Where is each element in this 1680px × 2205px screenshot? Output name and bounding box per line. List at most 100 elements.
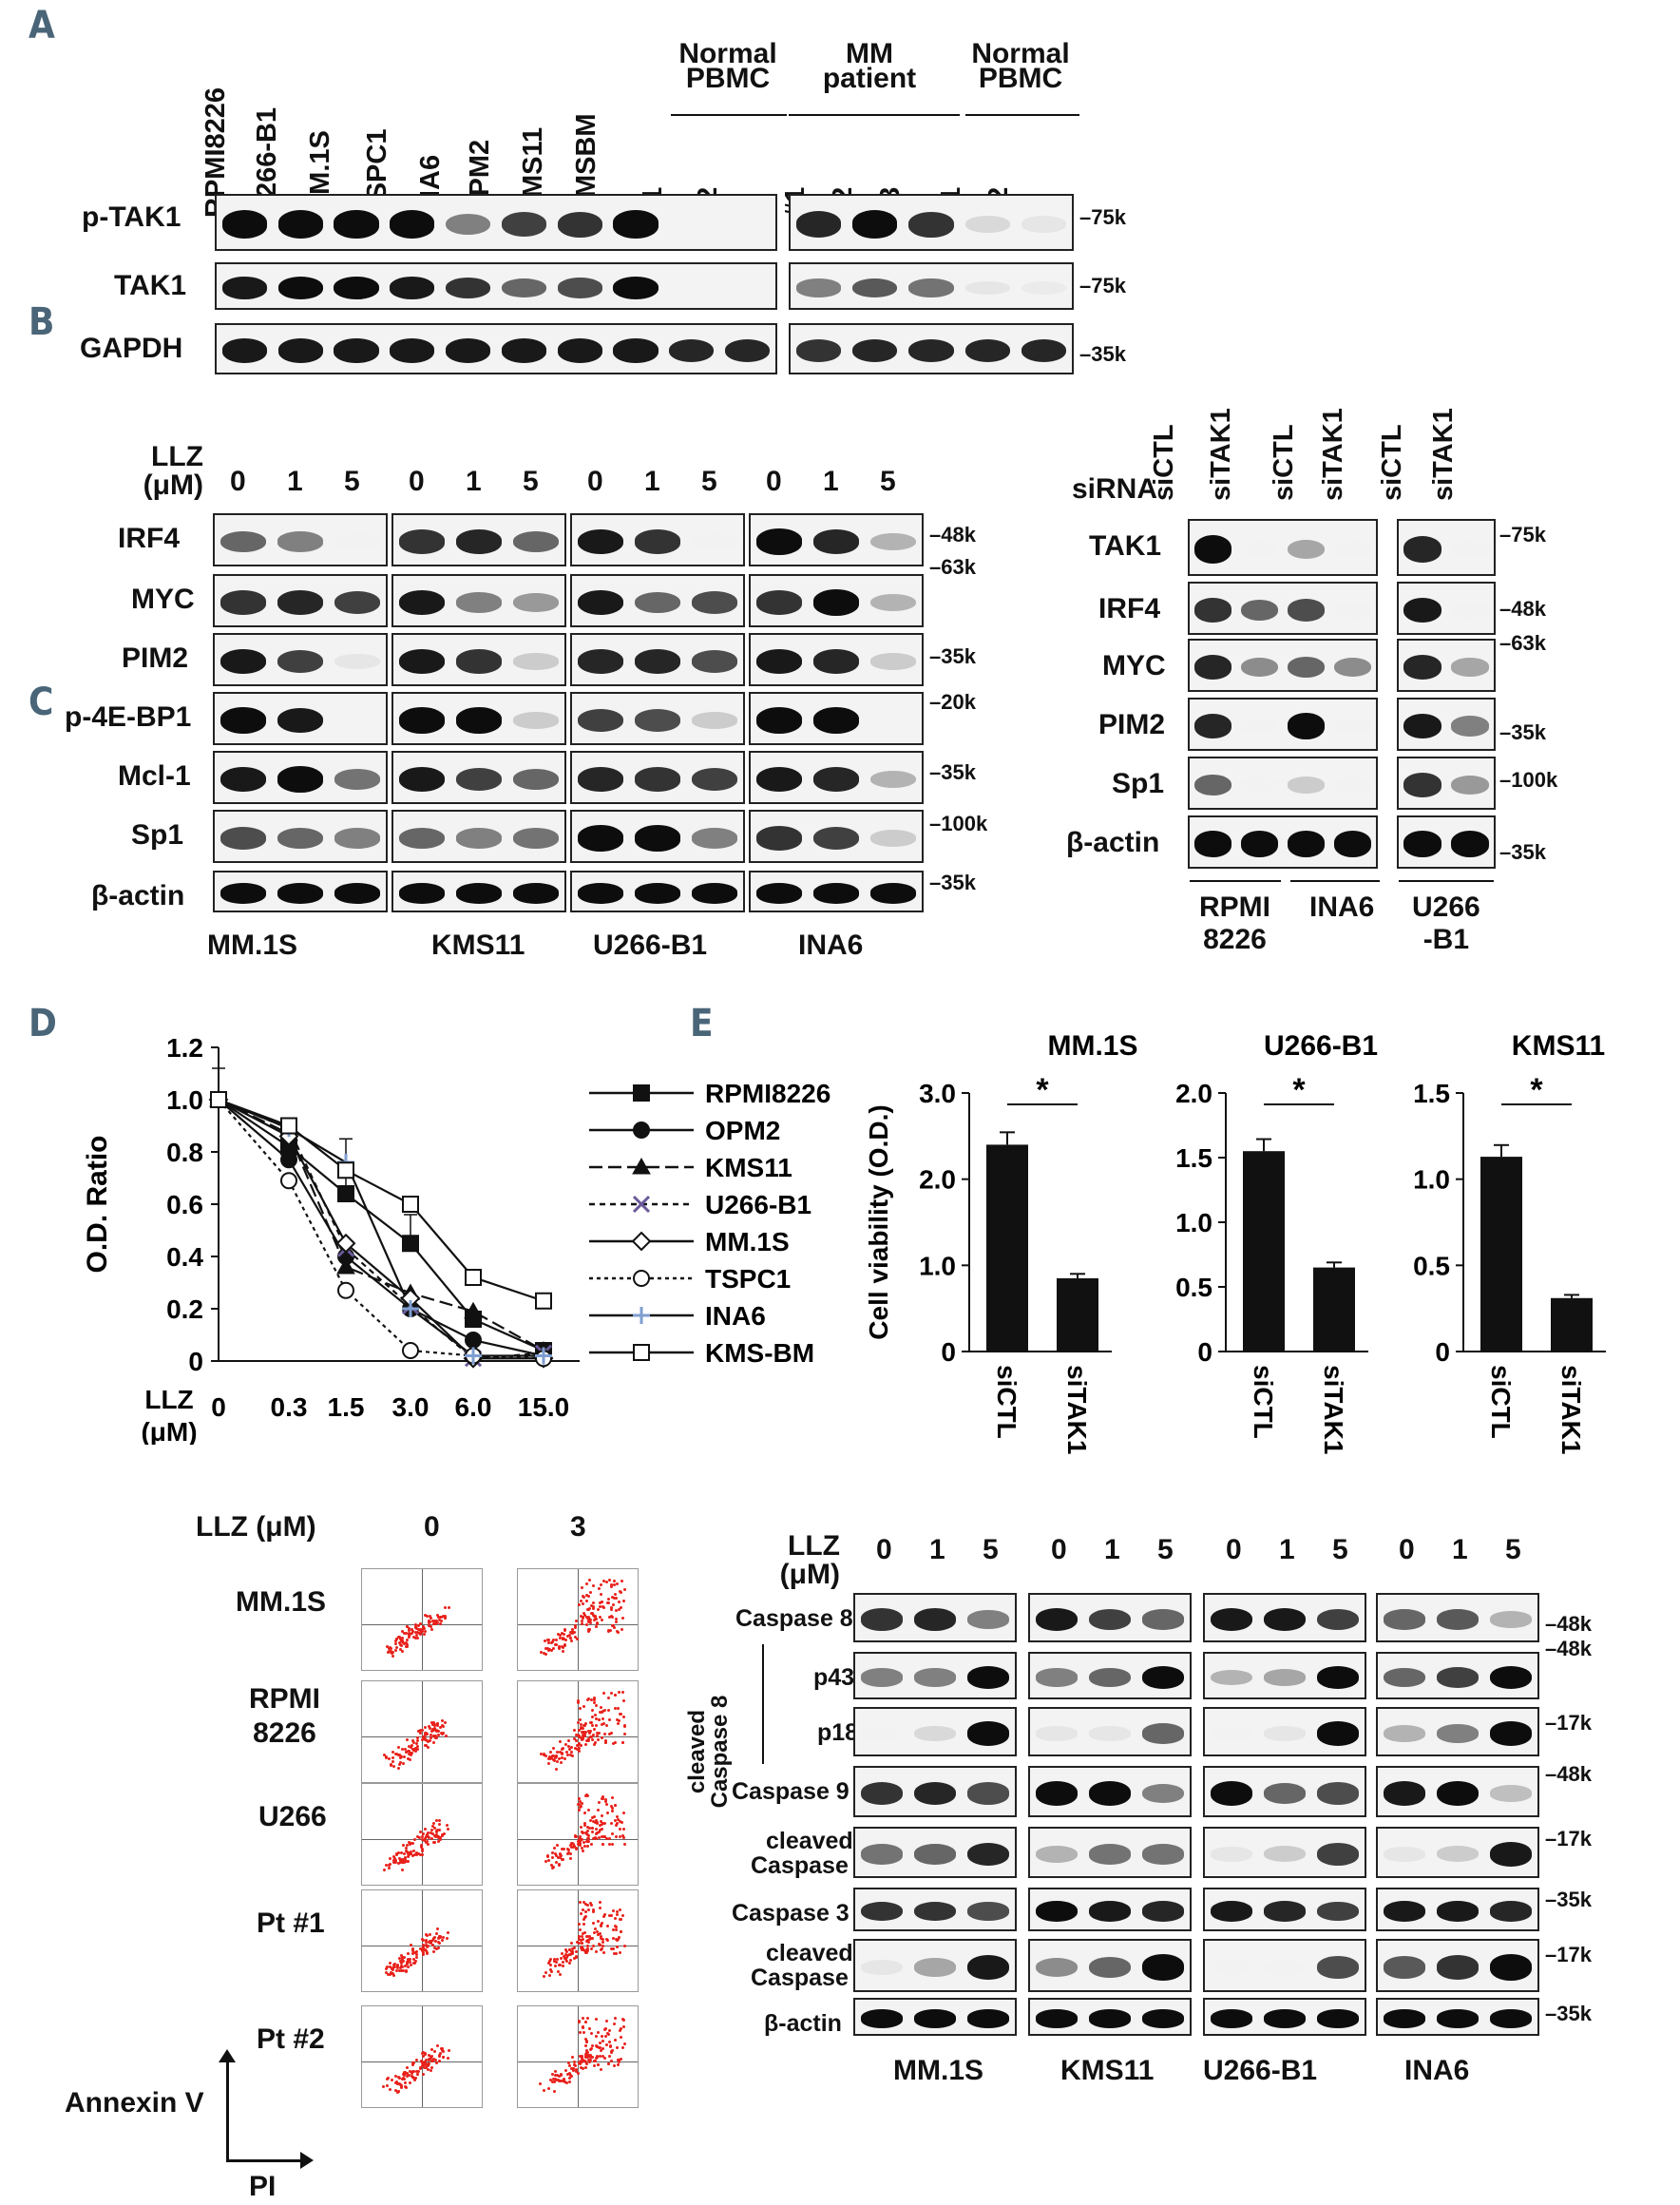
facs-event [591, 1733, 595, 1736]
facs-event [612, 1623, 616, 1627]
facs-event [590, 2032, 594, 2036]
facs-event [577, 1720, 581, 1724]
group-underline [1190, 880, 1281, 882]
western-band [1141, 1723, 1185, 1744]
facs-event [414, 1850, 418, 1854]
western-band [220, 590, 266, 615]
facs-event [585, 2062, 589, 2066]
facs-event [397, 1636, 401, 1639]
facs-event [620, 1918, 623, 1922]
facs-event [407, 1744, 410, 1748]
facs-event [599, 1583, 602, 1587]
facs-event [618, 1608, 621, 1612]
facs-event [387, 1972, 391, 1976]
facs-event [568, 2071, 572, 2075]
facs-event [554, 1964, 558, 1967]
western-band [725, 338, 771, 363]
facs-event [552, 1647, 556, 1651]
facs-event [579, 1805, 582, 1809]
western-band [1088, 1608, 1132, 1631]
facs-event [570, 1628, 574, 1632]
facs-event [425, 1944, 429, 1947]
facs-event [606, 2032, 610, 2036]
facs-event [613, 1597, 617, 1601]
western-band [513, 653, 559, 670]
blot-row-6 [1028, 1939, 1192, 1992]
western-band [399, 766, 445, 793]
facs-event [566, 1847, 570, 1850]
facs-event [416, 2070, 420, 2074]
facs-event [542, 2089, 545, 2093]
facs-event [439, 1725, 443, 1729]
mw-marker: –75k [1079, 274, 1126, 297]
western-band [557, 211, 602, 238]
facs-event [565, 2080, 569, 2084]
western-band [456, 707, 502, 734]
facs-event [558, 1646, 562, 1650]
western-band [221, 277, 267, 299]
western-band [334, 534, 380, 549]
facs-event [391, 1756, 394, 1760]
mw-marker: –75k [1499, 523, 1546, 546]
blot--actin [570, 871, 745, 912]
mw-marker: –35k [1499, 840, 1546, 864]
facs-event [424, 2066, 428, 2070]
facs-event [440, 1615, 444, 1619]
facs-event [394, 2088, 398, 2092]
western-band [277, 210, 323, 239]
significance-star: * [1036, 1072, 1049, 1108]
facs-event [563, 1637, 566, 1640]
facs-plot [517, 1680, 639, 1783]
western-band [456, 883, 502, 904]
western-band [813, 589, 859, 616]
facs-event [437, 2055, 441, 2059]
label-line: Caspase 9 [751, 1852, 869, 1879]
western-band [557, 278, 602, 298]
western-band [870, 653, 916, 670]
facs-event [574, 1620, 578, 1623]
facs-event [597, 1808, 601, 1812]
facs-event [597, 1942, 601, 1946]
western-band [557, 338, 602, 363]
facs-event [580, 1941, 583, 1945]
data-point-kms-bm [402, 1196, 419, 1213]
facs-event [582, 1901, 585, 1905]
facs-event [415, 1955, 419, 1959]
facs-event [403, 1632, 407, 1636]
facs-event [419, 2067, 423, 2071]
quadrant-h [362, 1624, 482, 1626]
facs-event [563, 1757, 566, 1761]
facs-event [389, 1863, 392, 1867]
facs-event [620, 1628, 624, 1632]
facs-event [403, 2080, 407, 2084]
facs-event [410, 1753, 412, 1756]
facs-event [572, 1946, 576, 1950]
western-band [220, 648, 266, 675]
facs-event [588, 1819, 592, 1823]
facs-event [402, 1861, 406, 1865]
facs-event [539, 1752, 543, 1755]
western-band [1383, 1781, 1426, 1806]
western-band [966, 1782, 1010, 1805]
facs-event [574, 1625, 578, 1629]
facs-event [549, 1757, 553, 1761]
facs-event [583, 1823, 586, 1827]
facs-event [613, 2064, 617, 2068]
western-band [390, 210, 435, 239]
facs-event [582, 2066, 585, 2070]
facs-event [391, 1655, 395, 1659]
facs-event [419, 1621, 423, 1625]
facs-event [427, 2062, 430, 2066]
facs-event [574, 1746, 578, 1750]
western-band [1451, 775, 1489, 796]
blot-row-6 [1203, 1939, 1366, 1992]
facs-event [403, 1965, 407, 1968]
western-band [1210, 1669, 1253, 1686]
facs-event [594, 1835, 598, 1839]
facs-event [601, 1914, 605, 1918]
western-band [1021, 338, 1067, 363]
western-band [1489, 1842, 1533, 1867]
facs-event [397, 1850, 401, 1854]
facs-event [415, 1950, 419, 1954]
western-band [692, 591, 737, 614]
